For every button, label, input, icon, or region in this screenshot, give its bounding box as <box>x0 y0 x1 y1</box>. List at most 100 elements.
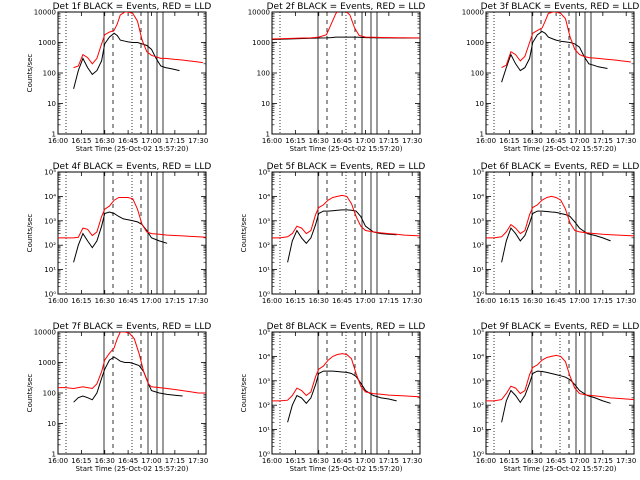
panel-det-4: Det 4f BLACK = Events, RED = LLD 10⁰ 10¹ 10… <box>26 162 211 305</box>
lld-series-line <box>73 12 203 69</box>
y-tick-label: 1000 <box>38 359 56 367</box>
panel-det-9: Det 9f BLACK = Events, RED = LLD 10⁰ 10¹ 10… <box>472 322 639 473</box>
lld-series-line <box>486 195 634 239</box>
y-tick-label: 10000 <box>34 9 56 17</box>
x-tick-label: 17:00 <box>141 297 161 305</box>
panel-det-3: Det 3f BLACK = Events, RED = LLD 1 10 100 10… <box>462 2 640 153</box>
y-tick-label: 10⁰ <box>258 451 270 459</box>
y-tick-label: 10² <box>258 242 270 250</box>
x-tick-label: 17:15 <box>593 297 613 305</box>
x-tick-label: 16:30 <box>309 457 329 465</box>
y-tick-label: 1 <box>480 131 484 139</box>
x-tick-label: 16:45 <box>546 457 566 465</box>
x-tick-label: 17:30 <box>188 137 208 145</box>
x-tick-label: 17:30 <box>188 297 208 305</box>
x-tick-label: 17:30 <box>402 137 422 145</box>
y-tick-label: 10¹ <box>472 266 484 274</box>
x-tick-label: 17:15 <box>379 457 399 465</box>
y-tick-label: 10000 <box>248 9 270 17</box>
x-tick-label: 17:00 <box>355 137 375 145</box>
lld-series-line <box>501 12 631 69</box>
x-tick-label: 16:00 <box>48 457 68 465</box>
x-tick-label: 16:30 <box>523 457 543 465</box>
panel-det-8: Det 8f BLACK = Events, RED = LLD 10⁰ 10¹ 10… <box>240 322 425 473</box>
x-tick-label: 17:30 <box>616 137 636 145</box>
y-tick-label: 100 <box>43 70 56 78</box>
y-tick-label: 10 <box>47 100 56 108</box>
lld-series-line <box>486 354 634 402</box>
y-tick-label: 100 <box>471 70 484 78</box>
x-tick-label: 17:15 <box>593 457 613 465</box>
lld-series-line <box>58 197 206 239</box>
y-tick-label: 1 <box>266 131 270 139</box>
y-tick-label: 10000 <box>462 9 484 17</box>
x-tick-label: 16:00 <box>262 297 282 305</box>
y-tick-label: 10² <box>472 402 484 410</box>
x-tick-label: 16:45 <box>332 297 352 305</box>
panel-title: Det 2f BLACK = Events, RED = LLD <box>267 2 426 12</box>
x-tick-label: 17:15 <box>165 137 185 145</box>
x-tick-label: 16:30 <box>95 297 115 305</box>
panel-title: Det 7f BLACK = Events, RED = LLD <box>53 322 212 332</box>
x-tick-label: 17:15 <box>593 137 613 145</box>
events-series-line <box>287 370 397 423</box>
y-tick-label: 10000 <box>34 329 56 337</box>
x-axis-label: Start Time (25-Oct-02 15:57:20) <box>76 465 189 473</box>
x-tick-label: 16:00 <box>476 297 496 305</box>
y-tick-label: 10⁴ <box>472 353 484 361</box>
y-tick-label: 10⁰ <box>258 291 270 299</box>
y-tick-label: 10⁵ <box>44 169 56 177</box>
panel-title: Det 6f BLACK = Events, RED = LLD <box>481 162 640 172</box>
x-tick-label: 17:30 <box>616 297 636 305</box>
panel-title: Det 9f BLACK = Events, RED = LLD <box>481 322 640 332</box>
x-axis-label: Start Time (25-Oct-02 15:57:20) <box>290 465 403 473</box>
y-tick-label: 10⁴ <box>258 193 270 201</box>
x-tick-label: 16:00 <box>476 457 496 465</box>
x-tick-label: 16:45 <box>546 137 566 145</box>
y-tick-label: 10⁵ <box>258 169 270 177</box>
x-tick-label: 17:15 <box>165 457 185 465</box>
x-tick-label: 16:00 <box>48 137 68 145</box>
x-tick-label: 17:00 <box>141 457 161 465</box>
panel-det-5: Det 5f BLACK = Events, RED = LLD 10⁰ 10¹ 10… <box>240 162 425 305</box>
x-tick-label: 16:00 <box>476 137 496 145</box>
y-tick-label: 10² <box>472 242 484 250</box>
x-tick-label: 16:15 <box>499 457 519 465</box>
y-tick-label: 100 <box>257 70 270 78</box>
events-series-line <box>502 32 617 83</box>
y-tick-label: 1 <box>52 451 56 459</box>
y-tick-label: 10⁴ <box>44 193 56 201</box>
panel-det-1: Det 1f BLACK = Events, RED = LLD 1 10 100 10… <box>26 2 211 153</box>
panel-title: Det 8f BLACK = Events, RED = LLD <box>267 322 426 332</box>
x-tick-label: 16:45 <box>332 457 352 465</box>
y-tick-label: 10⁵ <box>472 329 484 337</box>
y-tick-label: 10³ <box>258 217 270 225</box>
y-tick-label: 10⁴ <box>258 353 270 361</box>
y-tick-label: 10² <box>44 242 56 250</box>
y-axis-label: Counts/sec <box>26 374 34 413</box>
x-tick-label: 16:30 <box>309 137 329 145</box>
events-series-line <box>501 370 611 423</box>
panel-det-2: Det 2f BLACK = Events, RED = LLD 1 10 100 10… <box>248 2 426 153</box>
lld-series-line <box>272 12 420 40</box>
y-tick-label: 10⁵ <box>472 169 484 177</box>
y-tick-label: 10³ <box>44 217 56 225</box>
x-tick-label: 16:45 <box>118 137 138 145</box>
y-tick-label: 10⁰ <box>472 451 484 459</box>
x-tick-label: 17:15 <box>379 297 399 305</box>
y-tick-label: 10⁵ <box>258 329 270 337</box>
panel-det-6: Det 6f BLACK = Events, RED = LLD 10⁰ 10¹ 10… <box>472 162 639 305</box>
y-tick-label: 10¹ <box>258 266 270 274</box>
x-tick-label: 17:15 <box>165 297 185 305</box>
x-tick-label: 16:15 <box>285 137 305 145</box>
y-tick-label: 10² <box>258 402 270 410</box>
panel-det-7: Det 7f BLACK = Events, RED = LLD 1 10 100 10… <box>26 322 211 473</box>
y-tick-label: 10³ <box>258 377 270 385</box>
events-series-line <box>73 32 180 90</box>
y-tick-label: 10 <box>475 100 484 108</box>
x-tick-label: 16:00 <box>262 137 282 145</box>
y-tick-label: 10¹ <box>44 266 56 274</box>
panel-title: Det 3f BLACK = Events, RED = LLD <box>481 2 640 12</box>
y-tick-label: 1000 <box>38 39 56 47</box>
